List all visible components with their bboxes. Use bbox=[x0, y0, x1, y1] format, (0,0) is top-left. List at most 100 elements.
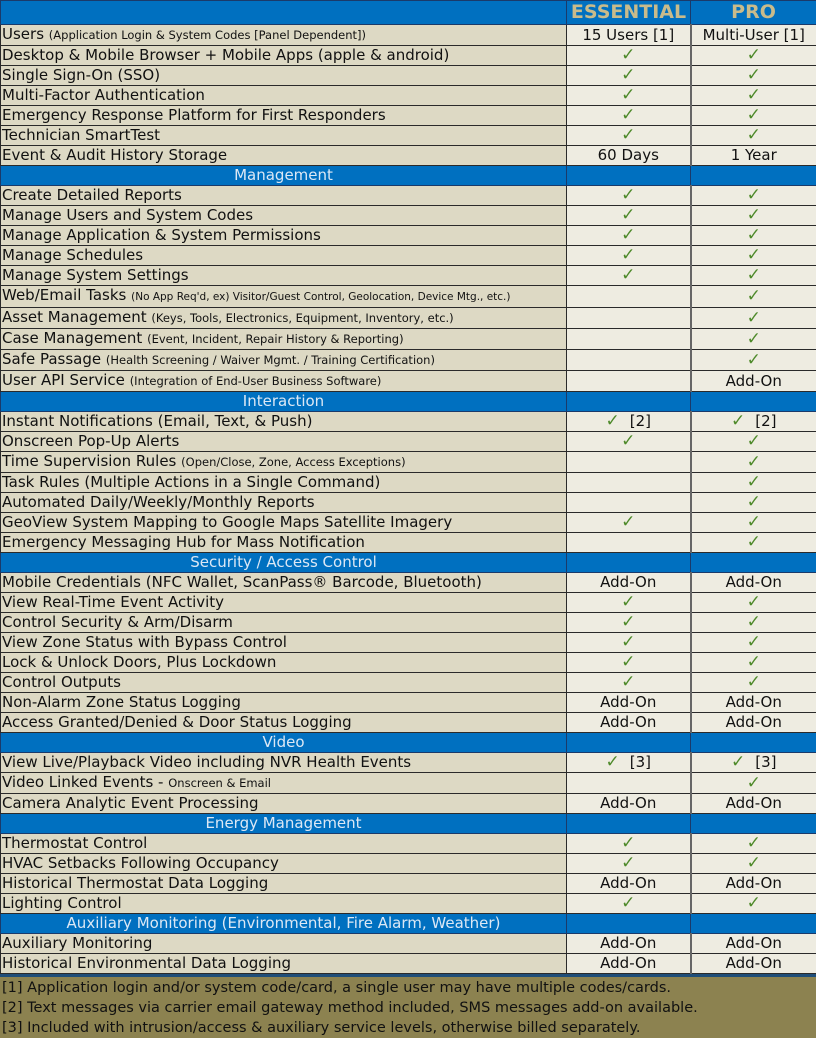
feature-label: Technician SmartTest bbox=[1, 126, 567, 146]
footnote-ref: [2] bbox=[755, 412, 776, 430]
check-icon: ✓ bbox=[621, 206, 635, 226]
table-row: View Real-Time Event Activity✓✓ bbox=[1, 593, 816, 613]
pro-cell: ✓ bbox=[691, 834, 816, 854]
essential-cell: 15 Users [1] bbox=[567, 25, 691, 46]
check-icon: ✓ bbox=[621, 513, 635, 533]
pro-cell: Add-On bbox=[691, 934, 816, 954]
cell-value: 60 Days bbox=[598, 146, 659, 164]
check-icon: ✓ bbox=[747, 126, 761, 146]
check-icon: ✓ bbox=[621, 633, 635, 653]
check-icon: ✓ bbox=[747, 432, 761, 452]
check-icon: ✓ bbox=[747, 266, 761, 286]
check-icon: ✓ bbox=[747, 226, 761, 246]
table-row: Technician SmartTest✓✓ bbox=[1, 126, 816, 146]
feature-name: Manage System Settings bbox=[2, 266, 189, 284]
feature-name: Emergency Response Platform for First Re… bbox=[2, 106, 386, 124]
cell-value: Add-On bbox=[726, 573, 782, 591]
feature-label: Onscreen Pop-Up Alerts bbox=[1, 432, 567, 452]
essential-cell: ✓ bbox=[567, 46, 691, 66]
pro-cell: Add-On bbox=[691, 371, 816, 392]
table-row: Access Granted/Denied & Door Status Logg… bbox=[1, 713, 816, 733]
check-icon: ✓ bbox=[731, 412, 745, 432]
feature-name: Users bbox=[2, 25, 44, 43]
feature-name: Manage Application & System Permissions bbox=[2, 226, 321, 244]
footnote-ref: [3] bbox=[630, 753, 651, 771]
feature-label: Control Security & Arm/Disarm bbox=[1, 613, 567, 633]
feature-label: Lock & Unlock Doors, Plus Lockdown bbox=[1, 653, 567, 673]
table-row: Onscreen Pop-Up Alerts✓✓ bbox=[1, 432, 816, 452]
essential-cell bbox=[567, 286, 691, 308]
check-icon: ✓ bbox=[621, 894, 635, 914]
essential-cell bbox=[567, 329, 691, 350]
check-icon: ✓ bbox=[747, 452, 761, 472]
pro-cell: ✓ bbox=[691, 432, 816, 452]
essential-cell: ✓ bbox=[567, 633, 691, 653]
feature-label: Lighting Control bbox=[1, 894, 567, 914]
pro-cell: ✓ bbox=[691, 286, 816, 308]
table-row: Safe Passage (Health Screening / Waiver … bbox=[1, 350, 816, 371]
feature-label: Task Rules (Multiple Actions in a Single… bbox=[1, 473, 567, 493]
check-icon: ✓ bbox=[621, 834, 635, 854]
table-row: Asset Management (Keys, Tools, Electroni… bbox=[1, 308, 816, 329]
table-row: View Live/Playback Video including NVR H… bbox=[1, 753, 816, 773]
essential-cell: ✓ bbox=[567, 593, 691, 613]
essential-cell: Add-On bbox=[567, 934, 691, 954]
table-row: GeoView System Mapping to Google Maps Sa… bbox=[1, 513, 816, 533]
cell-value: Add-On bbox=[600, 713, 656, 731]
table-row: Case Management (Event, Incident, Repair… bbox=[1, 329, 816, 350]
pro-cell: ✓ bbox=[691, 452, 816, 473]
feature-name: Single Sign-On (SSO) bbox=[2, 66, 160, 84]
cell-value: Add-On bbox=[726, 713, 782, 731]
feature-label: View Real-Time Event Activity bbox=[1, 593, 567, 613]
pro-cell: Add-On bbox=[691, 794, 816, 814]
cell-value: Multi-User [1] bbox=[703, 26, 805, 44]
pro-cell: Add-On bbox=[691, 573, 816, 593]
section-blank-pro bbox=[691, 166, 816, 186]
pro-cell: ✓ bbox=[691, 593, 816, 613]
feature-name: Video Linked Events - bbox=[2, 773, 168, 791]
feature-name: View Zone Status with Bypass Control bbox=[2, 633, 287, 651]
feature-label: Video Linked Events - Onscreen & Email bbox=[1, 773, 567, 794]
feature-name: Camera Analytic Event Processing bbox=[2, 794, 259, 812]
feature-detail: (Application Login & System Codes [Panel… bbox=[49, 28, 366, 42]
section-blank-essential bbox=[567, 814, 691, 834]
feature-name: Safe Passage bbox=[2, 350, 101, 368]
feature-label: Manage System Settings bbox=[1, 266, 567, 286]
pro-cell: ✓ bbox=[691, 894, 816, 914]
essential-cell: Add-On bbox=[567, 573, 691, 593]
pro-cell: ✓ bbox=[691, 106, 816, 126]
check-icon: ✓ bbox=[621, 854, 635, 874]
feature-label: Manage Schedules bbox=[1, 246, 567, 266]
feature-name: Auxiliary Monitoring bbox=[2, 934, 152, 952]
cell-value: Add-On bbox=[726, 934, 782, 952]
essential-cell: ✓ bbox=[567, 266, 691, 286]
table-row: Video Linked Events - Onscreen & Email✓ bbox=[1, 773, 816, 794]
feature-label: Access Granted/Denied & Door Status Logg… bbox=[1, 713, 567, 733]
essential-cell: ✓ bbox=[567, 854, 691, 874]
table-row: Desktop & Mobile Browser + Mobile Apps (… bbox=[1, 46, 816, 66]
feature-name: Event & Audit History Storage bbox=[2, 146, 227, 164]
essential-cell: ✓ bbox=[567, 226, 691, 246]
cell-value: Add-On bbox=[600, 954, 656, 972]
section-title: Management bbox=[1, 166, 567, 186]
feature-name: Control Security & Arm/Disarm bbox=[2, 613, 233, 631]
pro-cell: ✓ bbox=[691, 46, 816, 66]
pro-cell: Multi-User [1] bbox=[691, 25, 816, 46]
pro-cell: ✓ bbox=[691, 493, 816, 513]
essential-cell: ✓ bbox=[567, 513, 691, 533]
feature-name: Control Outputs bbox=[2, 673, 121, 691]
pro-cell: ✓ [2] bbox=[691, 412, 816, 432]
cell-value: 1 Year bbox=[731, 146, 777, 164]
section-blank-pro bbox=[691, 914, 816, 934]
section-blank-pro bbox=[691, 733, 816, 753]
feature-name: Instant Notifications (Email, Text, & Pu… bbox=[2, 412, 312, 430]
section-title: Auxiliary Monitoring (Environmental, Fir… bbox=[1, 914, 567, 934]
footnotes: [1] Application login and/or system code… bbox=[0, 974, 816, 1038]
check-icon: ✓ bbox=[747, 329, 761, 349]
check-icon: ✓ bbox=[747, 308, 761, 328]
essential-cell: ✓ bbox=[567, 66, 691, 86]
section-blank-pro bbox=[691, 553, 816, 573]
feature-detail: (Open/Close, Zone, Access Exceptions) bbox=[181, 455, 405, 469]
